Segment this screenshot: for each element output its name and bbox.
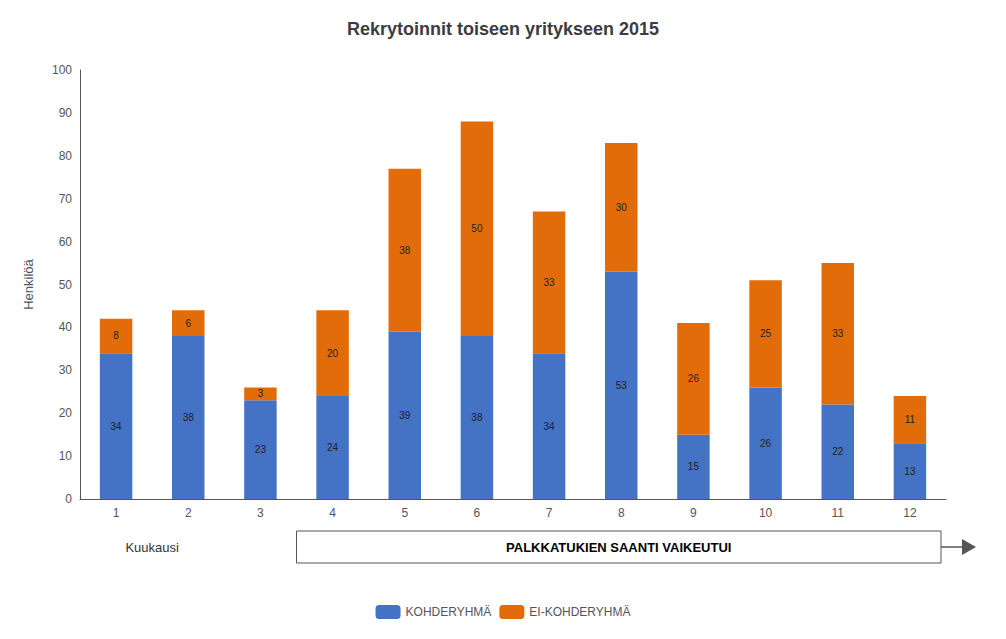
svg-text:6: 6: [474, 506, 481, 520]
svg-text:30: 30: [616, 202, 628, 213]
svg-text:Rekrytoinnit toiseen yrityksee: Rekrytoinnit toiseen yritykseen 2015: [347, 19, 659, 39]
svg-text:8: 8: [113, 330, 119, 341]
svg-text:Henkilöä: Henkilöä: [21, 258, 36, 309]
svg-text:12: 12: [903, 506, 917, 520]
svg-text:3: 3: [257, 506, 264, 520]
svg-text:7: 7: [546, 506, 553, 520]
svg-text:26: 26: [760, 438, 772, 449]
svg-text:4: 4: [329, 506, 336, 520]
svg-text:10: 10: [59, 449, 73, 463]
svg-text:25: 25: [760, 328, 772, 339]
svg-text:10: 10: [759, 506, 773, 520]
svg-text:39: 39: [399, 410, 411, 421]
svg-text:100: 100: [52, 63, 72, 77]
svg-text:23: 23: [255, 444, 267, 455]
svg-text:38: 38: [183, 412, 195, 423]
svg-text:15: 15: [688, 461, 700, 472]
svg-text:PALKKATUKIEN SAANTI VAIKEUTUI: PALKKATUKIEN SAANTI VAIKEUTUI: [506, 540, 731, 555]
svg-text:0: 0: [65, 492, 72, 506]
svg-text:13: 13: [904, 466, 916, 477]
svg-text:38: 38: [399, 245, 411, 256]
svg-text:KOHDERYHMÄ: KOHDERYHMÄ: [406, 605, 492, 619]
svg-text:33: 33: [544, 277, 556, 288]
svg-text:EI-KOHDERYHMÄ: EI-KOHDERYHMÄ: [529, 605, 630, 619]
svg-text:33: 33: [832, 328, 844, 339]
svg-text:26: 26: [688, 373, 700, 384]
svg-text:6: 6: [185, 318, 191, 329]
svg-text:2: 2: [185, 506, 192, 520]
svg-text:22: 22: [832, 446, 844, 457]
svg-text:50: 50: [59, 278, 73, 292]
svg-text:80: 80: [59, 149, 73, 163]
svg-text:53: 53: [616, 380, 628, 391]
svg-text:90: 90: [59, 106, 73, 120]
svg-text:Kuukausi: Kuukausi: [125, 540, 179, 555]
svg-text:34: 34: [111, 421, 123, 432]
svg-text:9: 9: [690, 506, 697, 520]
svg-text:1: 1: [113, 506, 120, 520]
svg-text:34: 34: [544, 421, 556, 432]
svg-text:3: 3: [258, 388, 264, 399]
svg-text:5: 5: [401, 506, 408, 520]
svg-text:24: 24: [327, 442, 339, 453]
svg-text:11: 11: [905, 414, 916, 425]
svg-text:70: 70: [59, 192, 73, 206]
svg-text:30: 30: [59, 363, 73, 377]
svg-text:40: 40: [59, 320, 73, 334]
svg-text:20: 20: [327, 348, 339, 359]
svg-text:38: 38: [471, 412, 483, 423]
svg-text:20: 20: [59, 406, 73, 420]
svg-text:50: 50: [471, 223, 483, 234]
svg-text:60: 60: [59, 235, 73, 249]
svg-text:8: 8: [618, 506, 625, 520]
svg-text:11: 11: [832, 506, 845, 520]
